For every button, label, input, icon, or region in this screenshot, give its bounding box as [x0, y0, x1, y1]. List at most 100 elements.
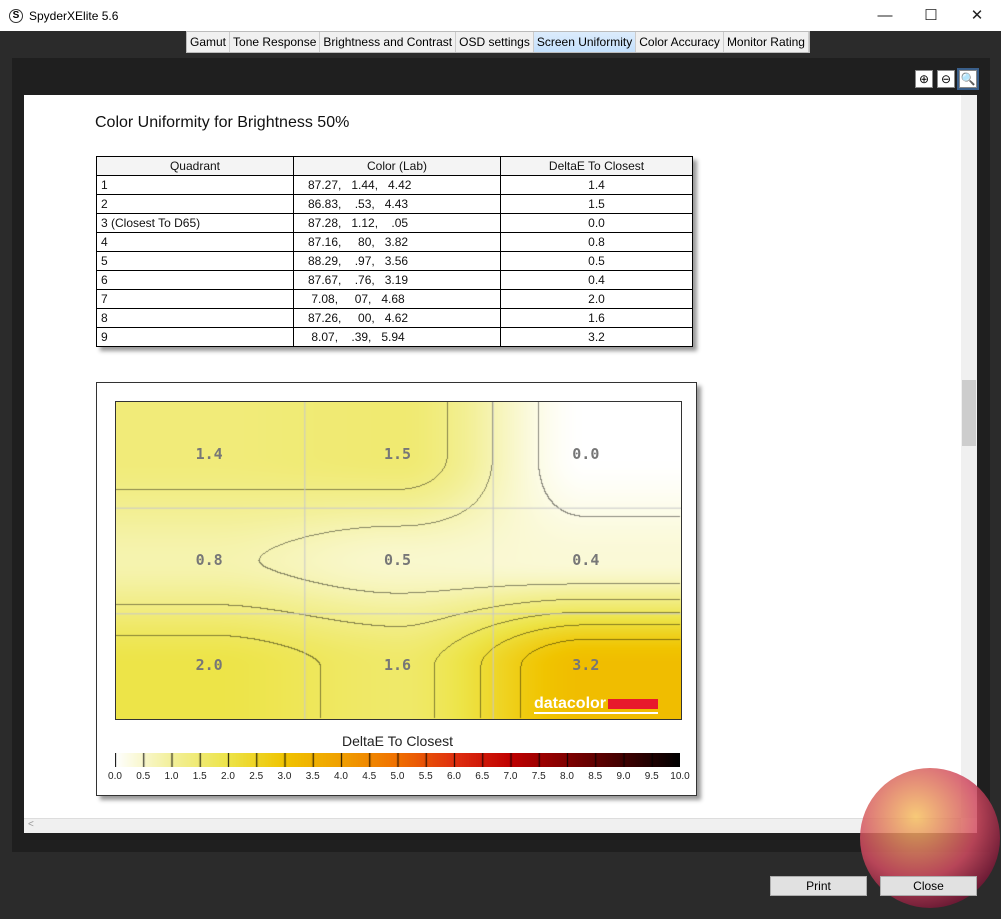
tab-brightness-and-contrast[interactable]: Brightness and Contrast	[320, 32, 457, 52]
table-row: 4 87.16, 80, 3.82 0.8	[96, 232, 693, 252]
scroll-thumb[interactable]	[962, 380, 976, 446]
quadrant-value-label: 2.0	[195, 656, 223, 675]
lab-cell: 87.67, .76, 3.19	[293, 270, 501, 290]
scale-tick-label: 8.5	[588, 771, 603, 782]
quadrant-cell: 6	[96, 270, 294, 290]
quadrant-value-label: 0.8	[195, 550, 223, 569]
color-scale-bar	[115, 753, 680, 767]
quadrant-cell: 4	[96, 232, 294, 252]
scale-tick-label: 0.0	[108, 771, 122, 782]
quadrant-cell: 8	[96, 308, 294, 328]
deltae-cell: 3.2	[500, 327, 693, 347]
quadrant-cell: 7	[96, 289, 294, 309]
lab-cell: 87.28, 1.12, .05	[293, 213, 501, 233]
scale-tick-label: 2.5	[249, 771, 264, 782]
deltae-cell: 0.5	[500, 251, 693, 271]
legend-title: DeltaE To Closest	[341, 733, 453, 749]
table-row: 2 86.83, .53, 4.43 1.5	[96, 194, 693, 214]
quadrant-value-label: 0.5	[383, 550, 412, 569]
report-view: Color Uniformity for Brightness 50% Quad…	[24, 95, 977, 833]
scroll-left-arrow[interactable]: <	[28, 819, 34, 830]
report-heading: Color Uniformity for Brightness 50%	[95, 114, 350, 131]
scale-tick-label: 7.5	[531, 771, 546, 782]
scale-tick-label: 9.0	[616, 771, 631, 782]
datacolor-logo: datacolor	[534, 696, 659, 714]
maximize-button[interactable]: ☐	[924, 7, 938, 24]
deltae-cell: 0.0	[500, 213, 693, 233]
scale-tick-label: 10.0	[670, 771, 690, 782]
lab-cell: 86.83, .53, 4.43	[293, 194, 501, 214]
deltae-cell: 0.4	[500, 270, 693, 290]
quadrant-value-label: 0.0	[572, 444, 600, 463]
scale-tick-label: 3.5	[305, 771, 320, 782]
table-row: 3 (Closest To D65) 87.28, 1.12, .05 0.0	[96, 213, 693, 233]
uniformity-heatmap: datacolor DeltaE To Closest 1.4 1.5 0.0 0.8…	[96, 382, 697, 796]
heatmap-canvas	[115, 401, 682, 720]
quadrant-value-label: 3.2	[572, 656, 600, 675]
lab-cell: 87.26, 00, 4.62	[293, 308, 501, 328]
tab-bar: Gamut Tone Response Brightness and Contras…	[186, 31, 810, 53]
app-icon: S	[9, 8, 23, 23]
scale-tick-label: 3.0	[277, 771, 292, 782]
quadrant-value-label: 1.6	[383, 656, 412, 675]
uniformity-table: Quadrant Color (Lab) DeltaE To Closest 1 87.…	[96, 156, 693, 347]
zoom-out-icon[interactable]: ⊖	[937, 70, 955, 88]
zoom-in-icon[interactable]: ⊕	[915, 70, 933, 88]
column-header: Color (Lab)	[293, 156, 501, 176]
column-header: DeltaE To Closest	[500, 156, 693, 176]
zoom-toolbar: ⊕ ⊖ 🔍	[915, 68, 979, 90]
scale-tick-label: 1.0	[164, 771, 179, 782]
table-row: 8 87.26, 00, 4.62 1.6	[96, 308, 693, 328]
tab-color-accuracy[interactable]: Color Accuracy	[636, 32, 724, 52]
table-row: 9 8.07, .39, 5.94 3.2	[96, 327, 693, 347]
quadrant-cell: 3 (Closest To D65)	[96, 213, 294, 233]
tab-gamut[interactable]: Gamut	[187, 32, 231, 52]
tab-osd-settings[interactable]: OSD settings	[456, 32, 534, 52]
scale-tick-label: 6.0	[447, 771, 461, 782]
scale-tick-label: 6.5	[475, 771, 490, 782]
close-button[interactable]: Close	[880, 876, 977, 896]
table-row: 1 87.27, 1.44, 4.42 1.4	[96, 175, 693, 195]
window-title: SpyderXElite 5.6	[29, 8, 119, 23]
quadrant-cell: 9	[96, 327, 294, 347]
lab-cell: 88.29, .97, 3.56	[293, 251, 501, 271]
tab-monitor-rating[interactable]: Monitor Rating	[724, 32, 809, 52]
deltae-cell: 1.4	[500, 175, 693, 195]
vertical-scrollbar[interactable]	[961, 95, 977, 818]
scale-tick-label: 0.5	[136, 771, 151, 782]
scale-tick-label: 7.0	[503, 771, 518, 782]
close-window-button[interactable]: ✕	[970, 7, 984, 24]
quadrant-cell: 1	[96, 175, 294, 195]
tab-screen-uniformity[interactable]: Screen Uniformity	[533, 32, 637, 52]
quadrant-value-label: 1.4	[195, 444, 223, 463]
scale-tick-label: 2.0	[221, 771, 235, 782]
lab-cell: 8.07, .39, 5.94	[293, 327, 501, 347]
scale-tick-label: 5.5	[418, 771, 433, 782]
lab-cell: 7.08, 07, 4.68	[293, 289, 501, 309]
table-row: 5 88.29, .97, 3.56 0.5	[96, 251, 693, 271]
lab-cell: 87.16, 80, 3.82	[293, 232, 501, 252]
scale-tick-label: 8.0	[560, 771, 574, 782]
lab-cell: 87.27, 1.44, 4.42	[293, 175, 501, 195]
deltae-cell: 0.8	[500, 232, 693, 252]
quadrant-value-label: 0.4	[572, 550, 600, 569]
tab-tone-response[interactable]: Tone Response	[230, 32, 321, 52]
zoom-fit-icon[interactable]: 🔍	[957, 68, 979, 90]
scale-tick-label: 9.5	[644, 771, 659, 782]
scale-tick-label: 4.5	[362, 771, 377, 782]
table-row: 6 87.67, .76, 3.19 0.4	[96, 270, 693, 290]
column-header: Quadrant	[96, 156, 294, 176]
quadrant-cell: 2	[96, 194, 294, 214]
scale-tick-label: 1.5	[192, 771, 207, 782]
quadrant-cell: 5	[96, 251, 294, 271]
deltae-cell: 2.0	[500, 289, 693, 309]
title-bar: S SpyderXElite 5.6 — ☐ ✕	[0, 0, 1001, 31]
quadrant-value-label: 1.5	[383, 444, 412, 463]
minimize-button[interactable]: —	[877, 7, 893, 24]
scale-tick-label: 5.0	[390, 771, 405, 782]
horizontal-scrollbar[interactable]: <	[24, 818, 961, 833]
deltae-cell: 1.5	[500, 194, 693, 214]
deltae-cell: 1.6	[500, 308, 693, 328]
scale-tick-label: 4.0	[334, 771, 348, 782]
print-button[interactable]: Print	[770, 876, 867, 896]
